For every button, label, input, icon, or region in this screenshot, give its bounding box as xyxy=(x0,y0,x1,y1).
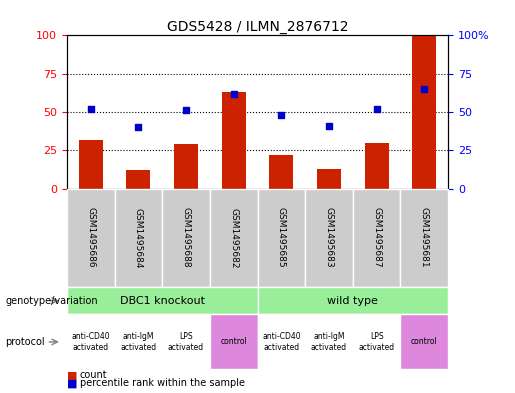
Text: genotype/variation: genotype/variation xyxy=(5,296,98,306)
Text: ■: ■ xyxy=(67,378,77,388)
Text: percentile rank within the sample: percentile rank within the sample xyxy=(80,378,245,388)
Bar xyxy=(317,169,341,189)
Point xyxy=(372,106,381,112)
Text: wild type: wild type xyxy=(328,296,378,306)
Text: anti-CD40
activated: anti-CD40 activated xyxy=(262,332,301,352)
Text: GSM1495686: GSM1495686 xyxy=(87,208,95,268)
Bar xyxy=(365,143,388,189)
Text: count: count xyxy=(80,370,108,380)
Text: LPS
activated: LPS activated xyxy=(358,332,394,352)
Bar xyxy=(79,140,102,189)
Text: GSM1495681: GSM1495681 xyxy=(420,208,428,268)
Point xyxy=(230,90,238,97)
Text: GDS5428 / ILMN_2876712: GDS5428 / ILMN_2876712 xyxy=(167,20,348,34)
Bar xyxy=(222,92,246,189)
Text: protocol: protocol xyxy=(5,337,45,347)
Point xyxy=(182,107,190,114)
Point xyxy=(277,112,285,118)
Text: GSM1495683: GSM1495683 xyxy=(324,208,333,268)
Text: anti-IgM
activated: anti-IgM activated xyxy=(311,332,347,352)
Text: ■: ■ xyxy=(67,370,77,380)
Bar xyxy=(127,170,150,189)
Point xyxy=(420,86,428,92)
Text: anti-IgM
activated: anti-IgM activated xyxy=(121,332,157,352)
Text: GSM1495684: GSM1495684 xyxy=(134,208,143,268)
Point xyxy=(134,124,143,130)
Text: GSM1495688: GSM1495688 xyxy=(182,208,191,268)
Text: GSM1495685: GSM1495685 xyxy=(277,208,286,268)
Text: GSM1495687: GSM1495687 xyxy=(372,208,381,268)
Point xyxy=(325,123,333,129)
Bar xyxy=(413,35,436,189)
Text: control: control xyxy=(220,338,247,346)
Bar xyxy=(269,155,293,189)
Bar xyxy=(174,144,198,189)
Point xyxy=(87,106,95,112)
Text: GSM1495682: GSM1495682 xyxy=(229,208,238,268)
Text: control: control xyxy=(411,338,438,346)
Text: anti-CD40
activated: anti-CD40 activated xyxy=(72,332,110,352)
Text: LPS
activated: LPS activated xyxy=(168,332,204,352)
Text: DBC1 knockout: DBC1 knockout xyxy=(119,296,205,306)
